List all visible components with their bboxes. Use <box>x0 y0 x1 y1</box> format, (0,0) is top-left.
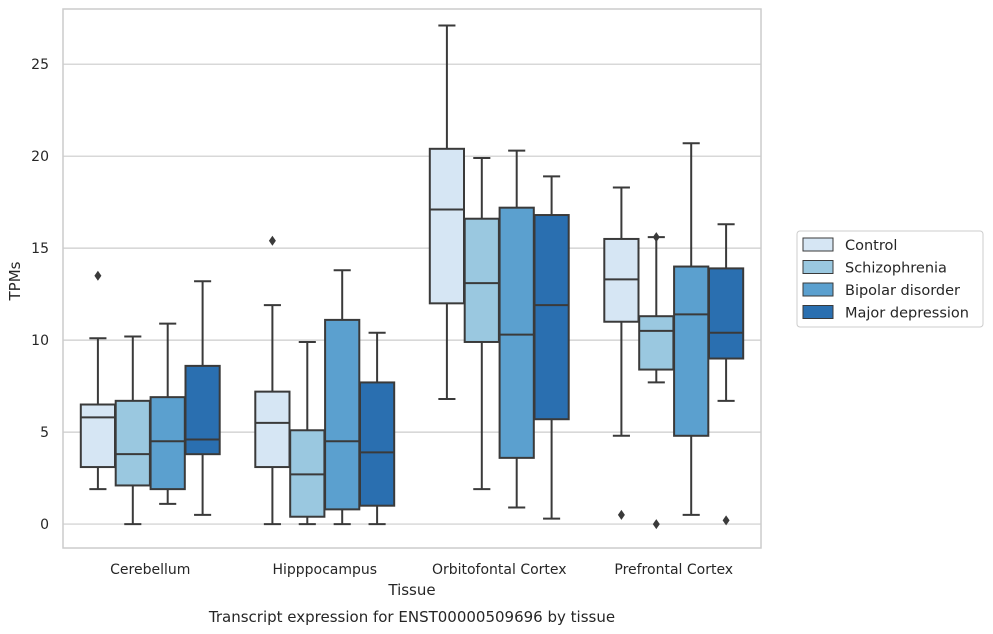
legend-label: Schizophrenia <box>845 261 947 277</box>
y-tick-label-0: 0 <box>40 517 49 533</box>
y-tick-label-20: 20 <box>31 149 49 165</box>
x-tick-label-prefrontal-cortex: Prefrontal Cortex <box>614 562 733 578</box>
series-bipolar-disorder <box>149 142 710 526</box>
box-cerebellum <box>184 280 221 516</box>
box-hipppocampus <box>289 340 326 526</box>
outlier-point <box>652 232 660 243</box>
outlier-point <box>617 509 625 520</box>
outlier-point <box>722 515 730 526</box>
legend-item-bipolar-disorder: Bipolar disorder <box>802 282 960 299</box>
box-iqr <box>324 318 361 511</box>
y-tick-label-25: 25 <box>31 57 49 73</box>
chart-caption: Transcript expression for ENST0000050969… <box>208 608 615 626</box>
box-cerebellum <box>79 270 117 491</box>
outlier-point <box>652 519 660 530</box>
box-iqr <box>358 381 396 507</box>
box-orbitofontal-cortex <box>428 24 466 400</box>
box-iqr <box>498 206 535 459</box>
x-tick-label-orbitofontal-cortex: Orbitofontal Cortex <box>432 562 567 578</box>
box-iqr <box>533 214 570 421</box>
y-tick-labels: 0 5 10 15 20 25 <box>31 57 49 533</box>
series-major-depression <box>184 175 745 526</box>
box-iqr <box>184 364 221 456</box>
box-iqr <box>428 147 466 305</box>
box-iqr <box>673 265 710 437</box>
box-iqr <box>114 399 151 487</box>
legend-label: Bipolar disorder <box>845 283 960 299</box>
box-iqr <box>463 217 500 343</box>
box-prefrontal-cortex <box>707 223 745 526</box>
plot-area-frame <box>62 8 762 549</box>
legend: Control Schizophrenia Bipolar disorder Majo… <box>796 230 984 328</box>
box-hipppocampus <box>358 331 396 526</box>
x-tick-label-hipppocampus: Hipppocampus <box>272 562 377 578</box>
outlier-point <box>268 235 276 246</box>
box-cerebellum <box>149 322 186 505</box>
box-orbitofontal-cortex <box>498 149 535 509</box>
legend-swatch <box>802 305 834 319</box>
box-iqr <box>254 390 291 469</box>
series-schizophrenia <box>114 157 675 530</box>
legend-item-control: Control <box>802 237 897 254</box>
legend-swatch <box>802 237 834 252</box>
box-iqr <box>638 315 675 371</box>
legend-swatch <box>802 260 834 274</box>
x-axis-label: Tissue <box>387 581 435 599</box>
box-iqr <box>149 396 186 491</box>
box-prefrontal-cortex <box>638 232 675 530</box>
legend-swatch <box>802 282 834 297</box>
box-prefrontal-cortex <box>673 142 710 516</box>
series-control <box>79 24 640 526</box>
x-tick-labels: Cerebellum Hipppocampus Orbitofontal Corte… <box>110 562 733 578</box>
box-series <box>79 24 745 530</box>
box-hipppocampus <box>254 235 291 526</box>
y-axis-label: TPMs <box>6 261 24 301</box>
outlier-point <box>94 270 102 281</box>
legend-item-schizophrenia: Schizophrenia <box>802 260 947 277</box>
box-iqr <box>79 403 117 469</box>
y-tick-label-15: 15 <box>31 241 49 257</box>
legend-frame <box>796 230 984 328</box>
box-cerebellum <box>114 335 151 526</box>
box-iqr <box>707 267 745 360</box>
legend-label: Major depression <box>845 306 969 322</box>
box-orbitofontal-cortex <box>463 157 500 491</box>
box-orbitofontal-cortex <box>533 175 570 520</box>
box-prefrontal-cortex <box>603 186 640 520</box>
box-hipppocampus <box>324 269 361 526</box>
x-tick-label-cerebellum: Cerebellum <box>110 562 190 578</box>
y-tick-label-5: 5 <box>40 425 49 441</box>
legend-label: Control <box>845 238 897 254</box>
y-tick-label-10: 10 <box>31 333 49 349</box>
legend-item-major-depression: Major depression <box>802 305 969 322</box>
